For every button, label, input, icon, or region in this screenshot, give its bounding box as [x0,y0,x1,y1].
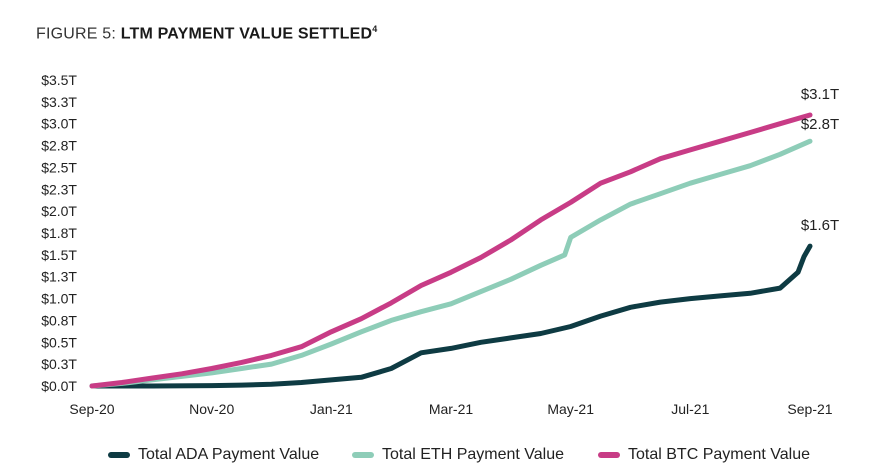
y-tick-label: $2.0T [41,203,77,219]
chart-axes: $0.0T $0.3T $0.5T $0.8T $1.0T $1.3T $1.5T $1.8T… [41,72,833,417]
series-line [89,138,813,389]
series-end-label: $1.6T [801,217,839,234]
y-tick-label: $3.0T [41,116,77,132]
y-tick-label: $2.8T [41,138,77,154]
y-tick-label: $3.5T [41,72,77,88]
y-tick-label: $0.3T [41,356,77,372]
series-line [89,243,813,389]
y-tick-label: $0.8T [41,312,77,328]
series-end-label: $2.8T [801,116,839,133]
y-tick-label: $1.3T [41,269,77,285]
legend-item-ada: Total ADA Payment Value [108,446,319,464]
chart-end-labels: $1.6T $2.8T $3.1T [801,86,839,234]
line-chart: $0.0T $0.3T $0.5T $0.8T $1.0T $1.3T $1.5T $1.8T… [41,72,839,417]
y-tick-label: $0.0T [41,378,77,394]
legend-label-btc: Total BTC Payment Value [628,446,811,463]
y-tick-label: $2.3T [41,181,77,197]
legend-swatch-btc [598,452,620,458]
x-tick-label: May-21 [547,401,594,417]
x-tick-label: Nov-20 [189,401,234,417]
chart-title-footnote: 4 [372,24,378,34]
series-end-label: $3.1T [801,86,839,103]
series-line [89,112,813,389]
y-tick-label: $2.5T [41,159,77,175]
x-tick-label: Sep-20 [69,401,114,417]
x-tick-label: Jul-21 [671,401,709,417]
chart-title-main: LTM PAYMENT VALUE SETTLED [120,25,373,43]
x-tick-label: Jan-21 [310,401,353,417]
x-tick-label: Sep-21 [787,401,832,417]
legend-label-eth: Total ETH Payment Value [382,446,565,463]
y-tick-label: $0.5T [41,334,77,350]
y-tick-label: $1.0T [41,291,77,307]
legend-label-ada: Total ADA Payment Value [138,446,320,463]
y-tick-label: $3.3T [41,94,77,110]
legend-swatch-ada [108,452,130,458]
y-tick-label: $1.8T [41,225,77,241]
legend-item-eth: Total ETH Payment Value [352,446,564,464]
chart-legend: Total ADA Payment Value Total ETH Paymen… [0,446,889,470]
x-tick-label: Mar-21 [429,401,474,417]
y-tick-label: $1.5T [41,247,77,263]
legend-item-btc: Total BTC Payment Value [598,446,810,464]
chart-title-lead: FIGURE 5: [36,25,121,43]
chart-series [89,112,813,389]
legend-swatch-eth [352,452,374,458]
chart-title: FIGURE 5: LTM PAYMENT VALUE SETTLED4 [36,24,377,43]
